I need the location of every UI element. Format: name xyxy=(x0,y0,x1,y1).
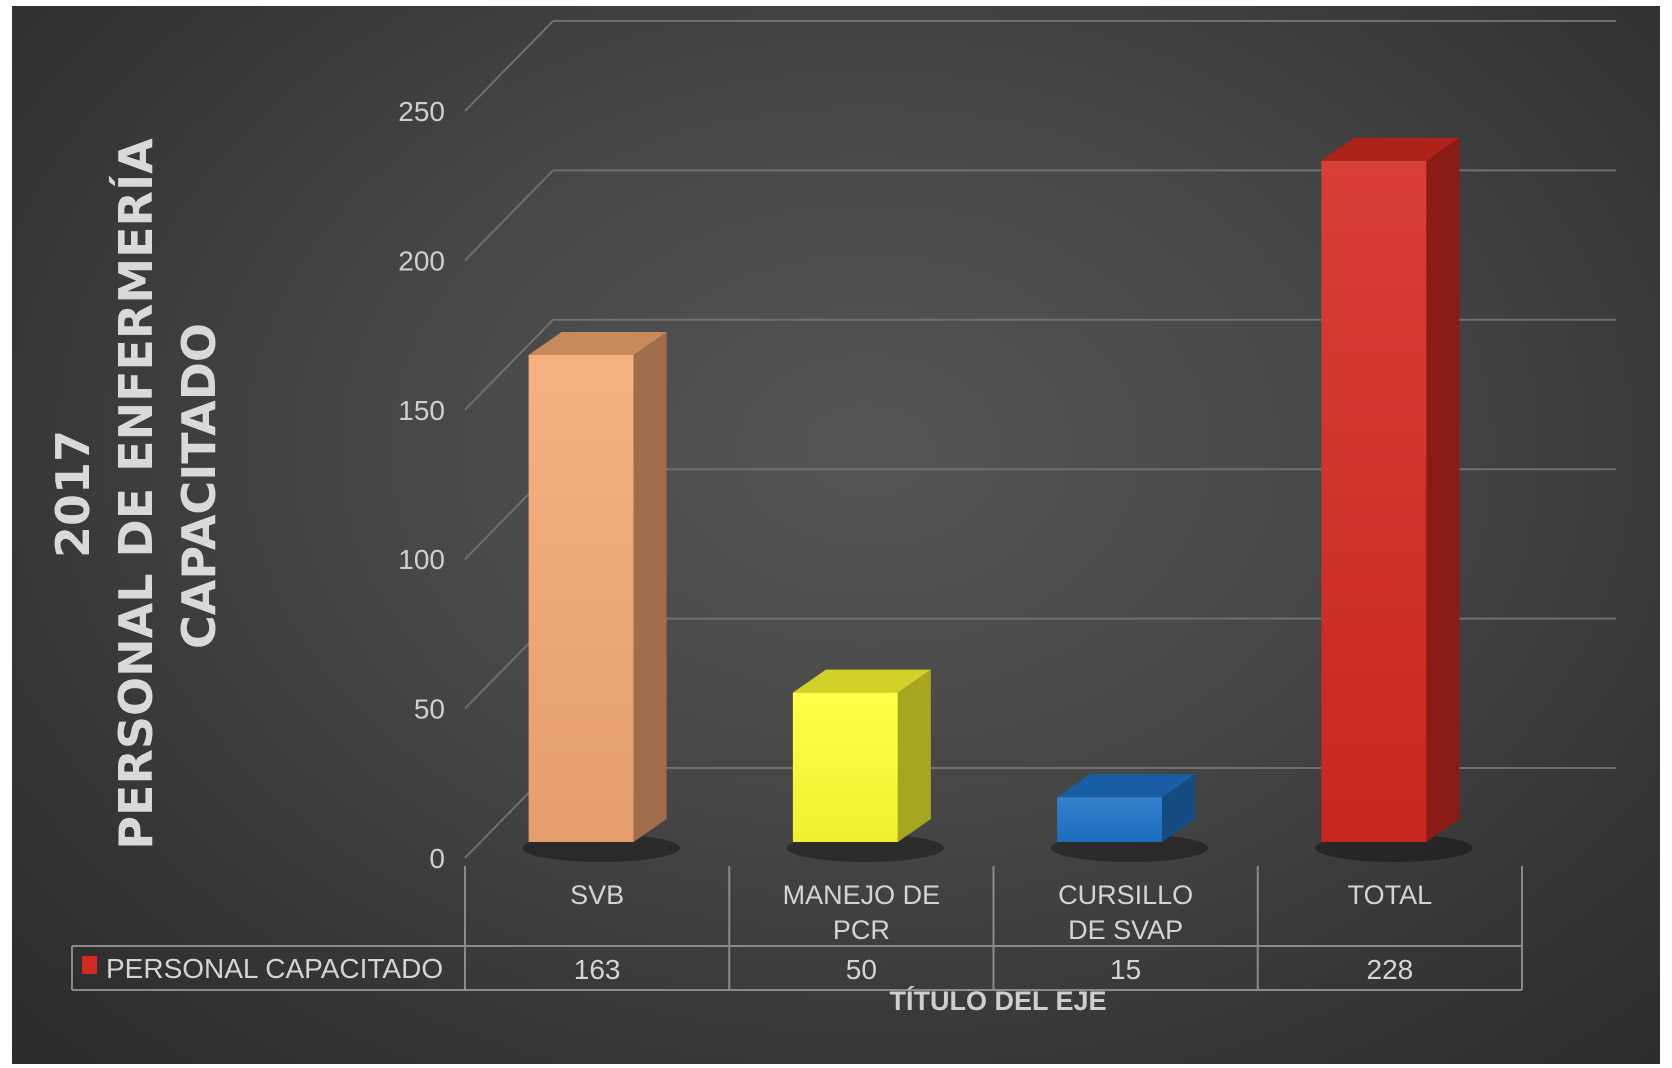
gridline-depth xyxy=(464,20,554,112)
y-tick-label: 0 xyxy=(429,843,445,874)
y-tick-label: 50 xyxy=(414,694,445,725)
x-axis-label: TÍTULO DEL EJE xyxy=(889,985,1106,1016)
bar xyxy=(522,331,680,862)
y-axis-label: 2017 PERSONAL DE ENFERMERÍA CAPACITADO xyxy=(46,122,226,849)
y-axis-label-line: 2017 xyxy=(46,430,100,558)
category-label-line: MANEJO DE xyxy=(783,880,941,910)
bar-side xyxy=(633,331,667,842)
bar-front xyxy=(528,354,634,842)
bar-front xyxy=(1057,797,1163,842)
series-name: PERSONAL CAPACITADO xyxy=(106,953,443,984)
table-value: 15 xyxy=(1110,954,1141,985)
bar-side xyxy=(897,669,931,842)
table-value: 163 xyxy=(574,954,621,985)
category-label: SVB xyxy=(570,880,624,910)
bars xyxy=(522,137,1473,862)
category-label-line: SVB xyxy=(570,880,624,910)
category-label-line: CURSILLO xyxy=(1058,880,1193,910)
y-tick-label: 250 xyxy=(398,96,445,127)
category-label-line: TOTAL xyxy=(1348,880,1433,910)
bar-top xyxy=(528,331,667,355)
bar-side xyxy=(1426,137,1460,843)
bar-front xyxy=(792,692,898,842)
y-axis-label-line: CAPACITADO xyxy=(172,323,226,649)
category-label-line: PCR xyxy=(833,915,890,945)
y-tick-label: 150 xyxy=(398,395,445,426)
gridline-depth xyxy=(464,169,554,262)
chart-frame: 0 50 100 150 200 250 SVB 163 MANEJO DE PCR 50 CURS… xyxy=(12,6,1660,1064)
y-tick-label: 200 xyxy=(398,245,445,276)
bar xyxy=(786,669,945,862)
y-axis-label-line: PERSONAL DE ENFERMERÍA xyxy=(109,138,163,850)
gridline-depth xyxy=(464,319,554,411)
table-value: 50 xyxy=(846,954,877,985)
bar-top xyxy=(1057,774,1196,798)
bar-side xyxy=(1162,774,1196,842)
category-label: TOTAL xyxy=(1348,880,1433,910)
y-tick-label: 100 xyxy=(398,544,445,575)
category-label-line: DE SVAP xyxy=(1068,915,1183,945)
bar-chart: 0 50 100 150 200 250 SVB 163 MANEJO DE PCR 50 CURS… xyxy=(46,20,1616,1016)
bar xyxy=(1315,137,1473,862)
category-label: CURSILLO DE SVAP xyxy=(1058,880,1193,945)
bar-top xyxy=(1321,137,1460,161)
bar-front xyxy=(1321,160,1427,843)
axis-labels: 2017 PERSONAL DE ENFERMERÍA CAPACITADO T… xyxy=(46,122,1107,1016)
bar-top xyxy=(792,669,931,693)
y-axis-ticks: 0 50 100 150 200 250 xyxy=(398,96,445,874)
legend-swatch xyxy=(82,956,97,974)
bar xyxy=(1050,774,1209,862)
category-label: MANEJO DE PCR xyxy=(783,880,941,945)
data-table: SVB 163 MANEJO DE PCR 50 CURSILLO DE SVAP 15 TOT… xyxy=(71,866,1523,991)
table-value: 228 xyxy=(1367,954,1414,985)
